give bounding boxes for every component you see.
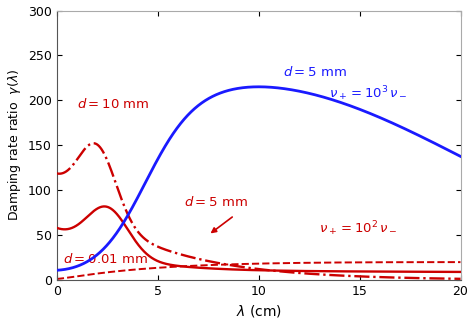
Text: $\nu_+ = 10^3\, \nu_-$: $\nu_+ = 10^3\, \nu_-$	[329, 84, 408, 103]
Text: $d = 5$ mm: $d = 5$ mm	[283, 65, 347, 79]
Text: $d = 10$ mm: $d = 10$ mm	[77, 97, 149, 111]
Text: $d = 0.01$ mm: $d = 0.01$ mm	[63, 253, 148, 266]
Y-axis label: Damping rate ratio  $\gamma(\lambda)$: Damping rate ratio $\gamma(\lambda)$	[6, 69, 23, 221]
Text: $\nu_+ = 10^2\, \nu_-$: $\nu_+ = 10^2\, \nu_-$	[319, 219, 398, 238]
X-axis label: $\lambda$ (cm): $\lambda$ (cm)	[236, 304, 282, 319]
Text: $d = 5$ mm: $d = 5$ mm	[184, 195, 248, 209]
